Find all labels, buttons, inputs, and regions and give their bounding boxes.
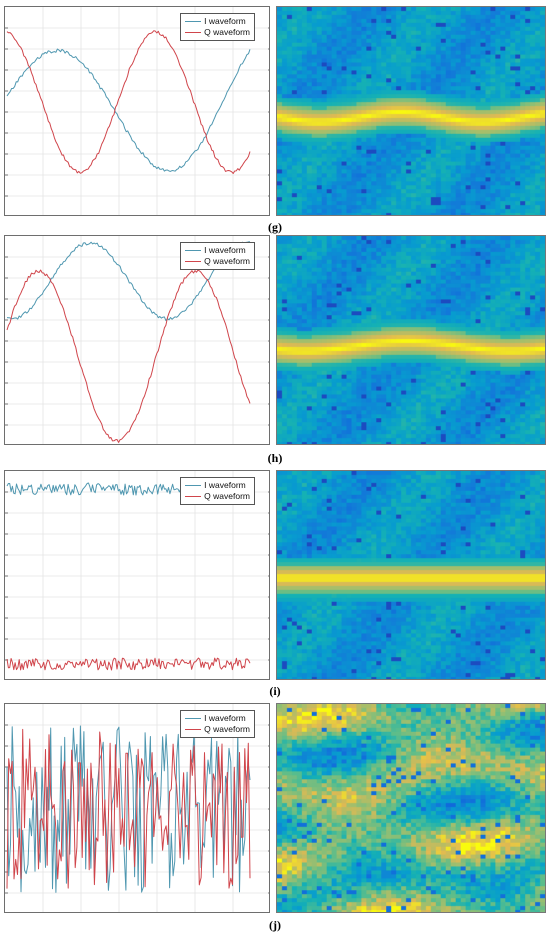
spectrogram-canvas-i <box>277 471 545 679</box>
legend-label-q: Q waveform <box>204 27 250 37</box>
panel-label-i: (i) <box>269 684 281 698</box>
legend-i: I waveform Q waveform <box>180 477 255 505</box>
i-waveform-line <box>6 48 251 172</box>
legend-label-q: Q waveform <box>204 724 250 734</box>
spectrogram-g <box>276 6 546 216</box>
waveform-svg-i <box>5 471 269 679</box>
spectrogram-j <box>276 703 546 913</box>
legend-swatch-q <box>185 261 202 262</box>
panel-label-j: (j) <box>269 918 281 932</box>
legend-label-i: I waveform <box>204 713 246 723</box>
legend-swatch-q <box>185 496 202 497</box>
q-waveform-line <box>6 657 251 671</box>
legend-swatch-i <box>185 485 202 486</box>
legend-label-i: I waveform <box>204 245 246 255</box>
q-waveform-line <box>6 269 251 443</box>
spectrogram-i <box>276 470 546 680</box>
legend-swatch-i <box>185 250 202 251</box>
legend-h: I waveform Q waveform <box>180 242 255 270</box>
legend-swatch-i <box>185 21 202 22</box>
legend-swatch-q <box>185 729 202 730</box>
legend-label-q: Q waveform <box>204 491 250 501</box>
legend-entry-q: Q waveform <box>185 27 250 38</box>
legend-entry-q: Q waveform <box>185 256 250 267</box>
legend-entry-i: I waveform <box>185 480 250 491</box>
legend-label-i: I waveform <box>204 16 246 26</box>
legend-entry-q: Q waveform <box>185 491 250 502</box>
i-waveform-line <box>6 725 251 893</box>
panel-label-h: (h) <box>267 451 283 465</box>
legend-g: I waveform Q waveform <box>180 13 255 41</box>
legend-entry-i: I waveform <box>185 245 250 256</box>
spectrogram-canvas-g <box>277 7 545 215</box>
spectrogram-h <box>276 235 546 445</box>
waveform-plot-h: I waveform Q waveform <box>4 235 270 445</box>
legend-swatch-i <box>185 718 202 719</box>
waveform-plot-j: I waveform Q waveform <box>4 703 270 913</box>
q-waveform-line <box>6 30 251 174</box>
legend-swatch-q <box>185 32 202 33</box>
spectrogram-canvas-h <box>277 236 545 444</box>
q-waveform-line <box>6 728 251 889</box>
waveform-svg-j <box>5 704 269 912</box>
waveform-plot-g: I waveform Q waveform <box>4 6 270 216</box>
panel-label-g: (g) <box>268 220 282 234</box>
i-waveform-line <box>6 241 251 322</box>
legend-entry-q: Q waveform <box>185 724 250 735</box>
legend-j: I waveform Q waveform <box>180 710 255 738</box>
legend-entry-i: I waveform <box>185 16 250 27</box>
legend-label-q: Q waveform <box>204 256 250 266</box>
waveform-plot-i: I waveform Q waveform <box>4 470 270 680</box>
legend-label-i: I waveform <box>204 480 246 490</box>
legend-entry-i: I waveform <box>185 713 250 724</box>
spectrogram-canvas-j <box>277 704 545 912</box>
